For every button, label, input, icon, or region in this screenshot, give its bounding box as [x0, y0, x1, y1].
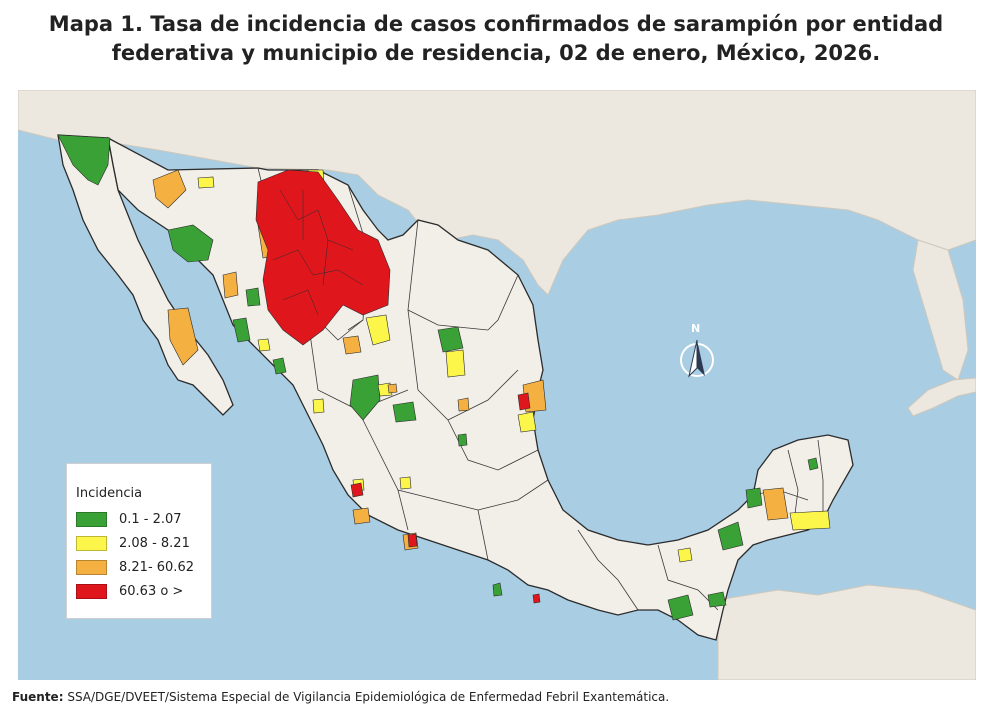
map-title-line1: Mapa 1. Tasa de incidencia de casos conf…	[48, 12, 944, 36]
legend-title: Incidencia	[76, 486, 143, 501]
legend-swatch-yellow	[76, 535, 107, 551]
incidence-green-regions	[57, 134, 819, 621]
map-title: Mapa 1. Tasa de incidencia de casos conf…	[0, 10, 992, 68]
source-note: Fuente: SSA/DGE/DVEET/Sistema Especial d…	[12, 690, 669, 704]
legend-item: 2.08 - 8.21	[76, 531, 211, 555]
map-legend: Incidencia 0.1 - 2.07 2.08 - 8.21 8.21- …	[66, 463, 212, 619]
legend-label: 60.63 o >	[119, 583, 184, 599]
compass-label: N	[691, 322, 701, 335]
mexico-map	[18, 90, 976, 680]
legend-swatch-red	[76, 583, 107, 599]
central-america-land	[717, 584, 976, 680]
legend-item: 0.1 - 2.07	[76, 507, 211, 531]
cuba-land	[907, 377, 976, 417]
legend-label: 2.08 - 8.21	[119, 535, 190, 551]
municipal-boundaries	[272, 189, 364, 316]
legend-label: 0.1 - 2.07	[119, 511, 182, 527]
legend-swatch-green	[76, 511, 107, 527]
incidence-red-regions	[255, 169, 541, 604]
legend-item: 8.21- 60.62	[76, 555, 211, 579]
map-canvas[interactable]: N	[18, 90, 976, 680]
source-prefix: Fuente:	[12, 690, 64, 704]
source-text: SSA/DGE/DVEET/Sistema Especial de Vigila…	[67, 690, 670, 704]
legend-swatch-orange	[76, 559, 107, 575]
legend-label: 8.21- 60.62	[119, 559, 194, 575]
map-title-line2: federativa y municipio de residencia, 02…	[111, 41, 881, 65]
incidence-yellow-regions	[197, 169, 831, 563]
legend-item: 60.63 o >	[76, 579, 211, 603]
north-compass	[680, 339, 714, 378]
